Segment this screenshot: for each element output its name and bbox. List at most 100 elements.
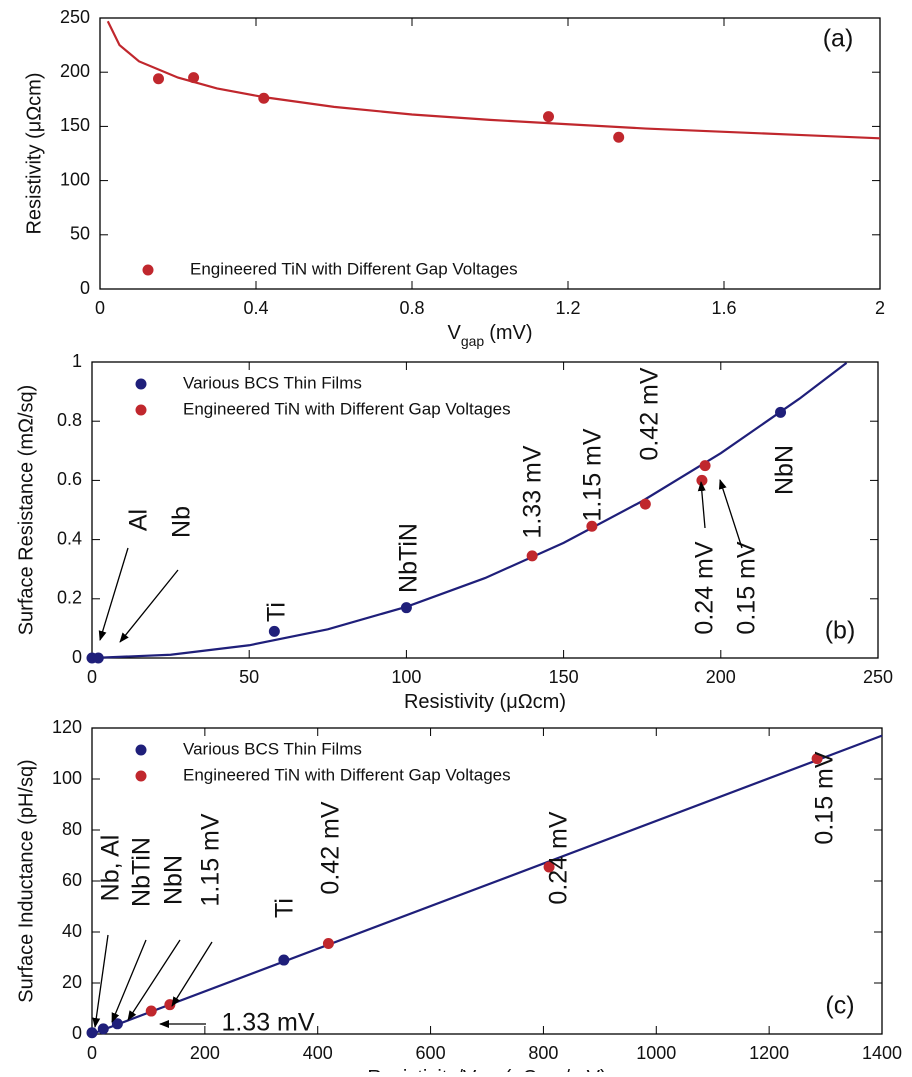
y-tick-label: 0: [72, 1023, 82, 1043]
data-point: [543, 861, 555, 873]
plot-frame: [91, 361, 879, 659]
y-axis-label: Resistivity (μΩcm): [23, 72, 45, 234]
x-tick-label: 0.8: [399, 298, 424, 318]
arrow: [127, 939, 181, 1021]
data-point: [278, 954, 290, 966]
data-point: [639, 498, 651, 510]
data-point: [699, 460, 711, 472]
annotation: Nb, Al: [97, 835, 125, 902]
x-tick-label: 200: [190, 1043, 220, 1063]
y-tick-label: 150: [60, 115, 90, 135]
panel: 0 50 100 150 200 250 0 0.2 0.4 0.6 0.8 1 Resistivity…: [15, 351, 893, 714]
x-tick-label: 200: [706, 667, 736, 687]
annotation: (c): [825, 992, 854, 1020]
annotation: 1.33 mV: [221, 1009, 314, 1037]
annotation: (a): [823, 25, 854, 53]
x-tick-label: 100: [391, 667, 421, 687]
legend-label: Various BCS Thin Films: [183, 739, 362, 758]
x-axis-label-part: gap: [461, 333, 485, 349]
y-tick-label: 60: [62, 870, 82, 890]
annotation: 1.15 mV: [197, 813, 225, 906]
y-tick-label: 0.8: [57, 410, 82, 430]
annotation: 0.42 mV: [636, 367, 664, 460]
x-axis-label-part: (mV): [489, 322, 532, 344]
annotation: NbTiN: [395, 523, 423, 593]
annotation: Al: [125, 509, 153, 531]
data-point: [97, 1023, 109, 1035]
data-point: [92, 652, 104, 664]
y-tick-label: 20: [62, 972, 82, 992]
x-tick-label: 600: [416, 1043, 446, 1063]
x-tick-label: 2: [875, 298, 885, 318]
x-axis-label: Vgap (mV): [447, 322, 532, 348]
legend-marker: [135, 744, 147, 756]
fit-line: [91, 734, 883, 1036]
fit-line: [106, 20, 881, 140]
data-point: [322, 937, 334, 949]
x-tick-label: 0: [87, 1043, 97, 1063]
data-point: [400, 602, 412, 614]
x-axis-label: Resistivity (μΩcm): [404, 691, 566, 713]
panel: 0 200 400 600 800 1000 1200 1400 0 20 40 60 80 100 120…: [15, 717, 902, 1077]
y-tick-label: 100: [60, 169, 90, 189]
data-point: [613, 131, 625, 143]
legend-marker: [135, 404, 147, 416]
fit-line: [91, 362, 848, 660]
annotation: Ti: [263, 602, 291, 622]
legend-label: Engineered TiN with Different Gap Voltag…: [183, 399, 511, 418]
arrow: [697, 481, 706, 529]
data-point: [258, 92, 270, 104]
annotation: 0.24 mV: [545, 811, 573, 904]
plot-frame: [99, 17, 881, 290]
arrow: [111, 939, 147, 1023]
y-tick-label: 40: [62, 921, 82, 941]
y-tick-label: 80: [62, 819, 82, 839]
annotation: 0.24 mV: [691, 541, 719, 634]
x-tick-label: 150: [549, 667, 579, 687]
arrow: [171, 941, 213, 1007]
legend-label: Engineered TiN with Different Gap Voltag…: [183, 765, 511, 784]
legend-marker: [135, 378, 147, 390]
y-axis-label: Surface Resistance (mΩ/sq): [15, 385, 37, 636]
data-point: [543, 111, 554, 123]
panel: 0 0.4 0.8 1.2 1.6 2 0 50 100 150 200 250 Vgap (mV) Res…: [23, 7, 885, 349]
x-tick-label: 1000: [636, 1043, 676, 1063]
y-tick-label: 0.4: [57, 528, 82, 548]
data-point: [811, 753, 823, 765]
x-tick-label: 400: [303, 1043, 333, 1063]
y-tick-label: 0.6: [57, 469, 82, 489]
x-tick-label: 0: [95, 298, 105, 318]
annotation: NbN: [771, 445, 799, 495]
data-point: [775, 406, 787, 418]
x-tick-label: 0.4: [243, 298, 268, 318]
annotation: 1.33 mV: [519, 445, 547, 538]
data-point: [86, 1027, 98, 1039]
data-point: [268, 625, 280, 637]
y-tick-label: 200: [60, 61, 90, 81]
arrow: [92, 934, 109, 1028]
annotation: (b): [825, 617, 856, 645]
annotation: NbN: [160, 855, 188, 905]
x-axis-label-part: V: [447, 322, 461, 344]
data-point: [586, 520, 598, 532]
legend-marker: [142, 264, 154, 276]
annotation: 0.42 mV: [317, 801, 345, 894]
x-tick-label: 50: [239, 667, 259, 687]
x-tick-label: 1.2: [555, 298, 580, 318]
annotation: NbTiN: [128, 837, 156, 907]
annotation: Nb: [168, 506, 196, 538]
y-tick-label: 0: [80, 278, 90, 298]
y-axis-label: Surface Inductance (pH/sq): [15, 759, 37, 1002]
y-tick-label: 50: [70, 224, 90, 244]
x-tick-label: 1200: [749, 1043, 789, 1063]
x-tick-label: 1400: [862, 1043, 902, 1063]
x-axis-label-part: Resistivity (μΩcm): [404, 691, 566, 713]
annotation: 0.15 mV: [811, 751, 839, 844]
x-axis-label-part: Resistivity/V: [367, 1067, 477, 1072]
y-tick-label: 1: [72, 351, 82, 371]
arrow: [718, 479, 743, 549]
arrow: [98, 547, 129, 641]
annotation: 0.15 mV: [733, 541, 761, 634]
legend-label: Various BCS Thin Films: [183, 373, 362, 392]
data-point: [145, 1005, 157, 1017]
